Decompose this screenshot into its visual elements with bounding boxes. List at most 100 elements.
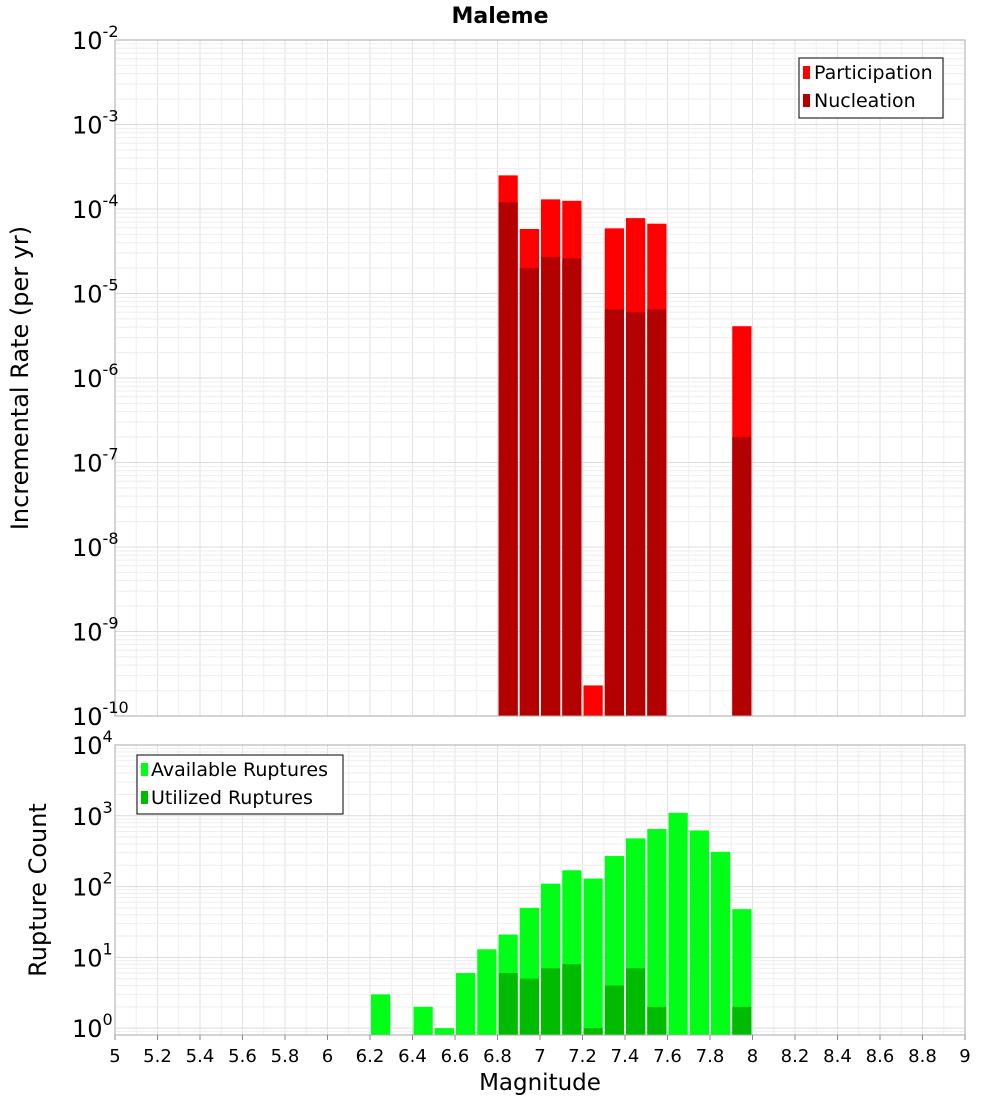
- participation-legend-label: Participation: [814, 62, 933, 84]
- y-tick-base: 10: [72, 27, 103, 55]
- y-tick-base: 10: [72, 732, 103, 760]
- bar-available-ruptures: [732, 909, 752, 1035]
- y-tick-exponent: 3: [103, 798, 113, 817]
- y-tick-label: 102: [72, 869, 113, 902]
- x-tick-label: 5.4: [186, 1046, 215, 1067]
- y-tick-base: 10: [72, 365, 103, 393]
- bar-nucleation: [562, 258, 582, 716]
- y-tick-base: 10: [72, 534, 103, 562]
- rate-legend-box: [798, 57, 944, 119]
- x-tick-label: 7: [534, 1046, 545, 1067]
- y-tick-label: 103: [72, 798, 113, 831]
- bar-nucleation: [498, 202, 518, 716]
- y-tick-label: 10-6: [72, 360, 119, 393]
- bar-available-ruptures: [477, 949, 497, 1035]
- bar-available-ruptures: [647, 829, 667, 1035]
- bar-utilized-ruptures: [626, 968, 646, 1035]
- y-tick-exponent: -9: [103, 614, 119, 633]
- y-tick-label: 104: [72, 727, 113, 760]
- y-tick-base: 10: [72, 450, 103, 478]
- bar-utilized-ruptures: [604, 985, 624, 1035]
- y-tick-base: 10: [72, 1015, 103, 1043]
- bar-available-ruptures: [583, 878, 603, 1035]
- bar-available-ruptures: [711, 851, 731, 1035]
- bar-utilized-ruptures: [498, 973, 518, 1035]
- bar-nucleation: [541, 257, 561, 716]
- participation-legend-swatch: [803, 66, 810, 79]
- y-tick-base: 10: [72, 196, 103, 224]
- y-tick-base: 10: [72, 281, 103, 309]
- y-tick-label: 100: [72, 1010, 113, 1043]
- rate-plot-frame: [114, 39, 966, 717]
- y-tick-exponent: -10: [103, 698, 129, 717]
- bar-nucleation: [604, 309, 624, 716]
- available-legend-swatch: [141, 763, 148, 776]
- bar-utilized-ruptures: [732, 1006, 752, 1035]
- bar-nucleation: [626, 312, 646, 716]
- x-tick-label: 8.4: [823, 1046, 852, 1067]
- bar-utilized-ruptures: [562, 964, 582, 1035]
- chart-title: Maleme: [451, 4, 548, 29]
- y-tick-exponent: 0: [103, 1010, 113, 1029]
- y-tick-label: 10-8: [72, 529, 119, 562]
- count-legend-box: [136, 754, 344, 815]
- x-tick-label: 6: [322, 1046, 333, 1067]
- bar-available-ruptures: [668, 812, 688, 1035]
- y-tick-base: 10: [72, 112, 103, 140]
- bar-utilized-ruptures: [583, 1028, 603, 1035]
- utilized-legend-label: Utilized Ruptures: [151, 787, 313, 809]
- bar-available-ruptures: [434, 1028, 454, 1035]
- y-tick-exponent: 2: [103, 869, 113, 888]
- rate-bars: [498, 175, 752, 717]
- bar-nucleation: [732, 437, 752, 716]
- nucleation-legend-label: Nucleation: [814, 90, 916, 112]
- y-tick-label: 10-3: [72, 107, 119, 140]
- count-grid: [114, 744, 966, 1036]
- rate-grid: [114, 39, 966, 717]
- y-tick-exponent: -8: [103, 529, 119, 548]
- y-tick-label: 10-10: [72, 698, 129, 731]
- y-tick-label: 10-4: [72, 191, 119, 224]
- x-tick-label: 8.2: [781, 1046, 810, 1067]
- bar-available-ruptures: [456, 973, 476, 1035]
- bar-participation: [583, 685, 603, 716]
- y-tick-base: 10: [72, 803, 103, 831]
- y-tick-label: 10-9: [72, 614, 119, 647]
- bar-utilized-ruptures: [541, 968, 561, 1035]
- x-tick-label: 7.2: [568, 1046, 597, 1067]
- y-tick-label: 10-7: [72, 445, 119, 478]
- x-tick-label: 7.6: [653, 1046, 682, 1067]
- bar-utilized-ruptures: [519, 978, 539, 1035]
- x-tick-label: 6.4: [398, 1046, 427, 1067]
- y-tick-exponent: 1: [103, 939, 113, 958]
- bar-available-ruptures: [689, 830, 709, 1035]
- count-y-axis-label: Rupture Count: [24, 803, 52, 977]
- x-tick-label: 7.8: [696, 1046, 725, 1067]
- x-tick-label: 7.4: [611, 1046, 640, 1067]
- bar-available-ruptures: [413, 1006, 433, 1035]
- y-tick-exponent: -7: [103, 445, 119, 464]
- y-tick-exponent: -3: [103, 107, 119, 126]
- available-legend-label: Available Ruptures: [151, 759, 328, 781]
- utilized-legend-swatch: [141, 791, 148, 804]
- count-bars: [371, 812, 752, 1035]
- x-tick-label: 8.6: [866, 1046, 895, 1067]
- bar-nucleation: [647, 309, 667, 716]
- y-tick-base: 10: [72, 703, 103, 731]
- y-tick-base: 10: [72, 619, 103, 647]
- y-tick-exponent: 4: [103, 727, 113, 746]
- bar-utilized-ruptures: [647, 1006, 667, 1035]
- y-tick-exponent: -2: [103, 22, 119, 41]
- x-tick-label: 9: [959, 1046, 970, 1067]
- x-tick-label: 6.8: [483, 1046, 512, 1067]
- y-tick-exponent: -6: [103, 360, 119, 379]
- bar-nucleation: [519, 268, 539, 716]
- nucleation-legend-swatch: [803, 94, 810, 107]
- count-legend: Available Ruptures Utilized Ruptures: [136, 754, 344, 815]
- y-tick-label: 10-2: [72, 22, 119, 55]
- y-tick-exponent: -4: [103, 191, 119, 210]
